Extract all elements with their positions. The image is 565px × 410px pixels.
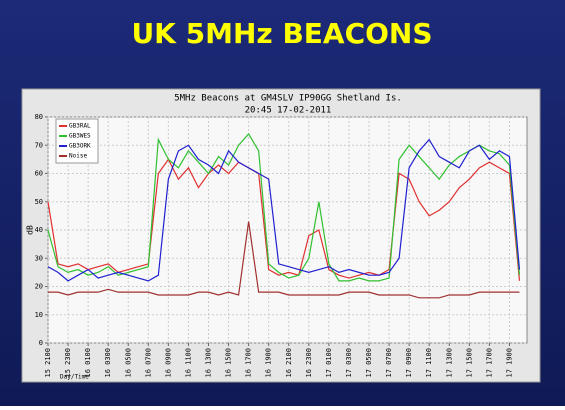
plot-area xyxy=(47,116,528,344)
legend-label: GB3RAL xyxy=(69,123,91,130)
x-axis-label: Day/Time xyxy=(60,374,89,381)
x-tick-label: 16 0900 xyxy=(164,348,172,378)
series-line xyxy=(47,138,521,282)
chart-title: 5MHz Beacons at GM4SLV IP90GG Shetland I… xyxy=(174,94,402,104)
x-tick-label: 17 0700 xyxy=(385,348,393,378)
y-tick-label: 20 xyxy=(35,283,43,291)
x-tick-label: 16 1900 xyxy=(265,348,273,378)
y-tick-label: 10 xyxy=(35,311,43,319)
x-tick-label: 16 0100 xyxy=(84,348,92,378)
x-tick-label: 17 0500 xyxy=(365,348,373,378)
series-line xyxy=(48,221,520,299)
x-tick-label: 16 1700 xyxy=(245,348,253,378)
legend-label: GB3ORK xyxy=(69,143,91,150)
y-tick-label: 70 xyxy=(35,141,43,149)
x-tick-label: 17 0300 xyxy=(345,348,353,378)
chart-subtitle: 20:45 17-02-2011 xyxy=(245,106,332,116)
x-tick-label: 16 0500 xyxy=(124,348,132,378)
x-tick-label: 15 2100 xyxy=(44,348,52,378)
y-tick-label: 50 xyxy=(35,198,43,206)
x-tick-label: 17 1300 xyxy=(445,348,453,378)
y-tick-label: 30 xyxy=(35,254,43,262)
x-tick-label: 16 2300 xyxy=(305,348,313,378)
x-tick-label: 16 1100 xyxy=(184,348,192,378)
x-tick-label: 17 0100 xyxy=(325,348,333,378)
x-tick-label: 17 0900 xyxy=(405,348,413,378)
x-tick-label: 16 0300 xyxy=(104,348,112,378)
legend-label: GB3WES xyxy=(69,133,91,140)
slide-title: UK 5MHz BEACONS xyxy=(131,17,432,50)
x-tick-label: 17 1700 xyxy=(485,348,493,378)
x-tick-label: 16 1300 xyxy=(205,348,213,378)
y-tick-label: 40 xyxy=(35,226,43,234)
y-tick-label: 0 xyxy=(39,339,43,347)
x-tick-label: 17 1500 xyxy=(465,348,473,378)
legend-label: Noise xyxy=(69,153,87,160)
x-tick-label: 17 1100 xyxy=(425,348,433,378)
x-tick-label: 15 2300 xyxy=(64,348,72,378)
x-tick-label: 17 1900 xyxy=(505,348,513,378)
y-axis-label: dB xyxy=(26,225,35,235)
y-tick-label: 60 xyxy=(35,170,43,178)
x-tick-label: 16 1500 xyxy=(225,348,233,378)
series-line xyxy=(47,132,521,282)
x-tick-label: 16 2100 xyxy=(285,348,293,378)
y-tick-label: 80 xyxy=(35,113,43,121)
x-tick-label: 16 0700 xyxy=(144,348,152,378)
series-line xyxy=(47,158,521,281)
